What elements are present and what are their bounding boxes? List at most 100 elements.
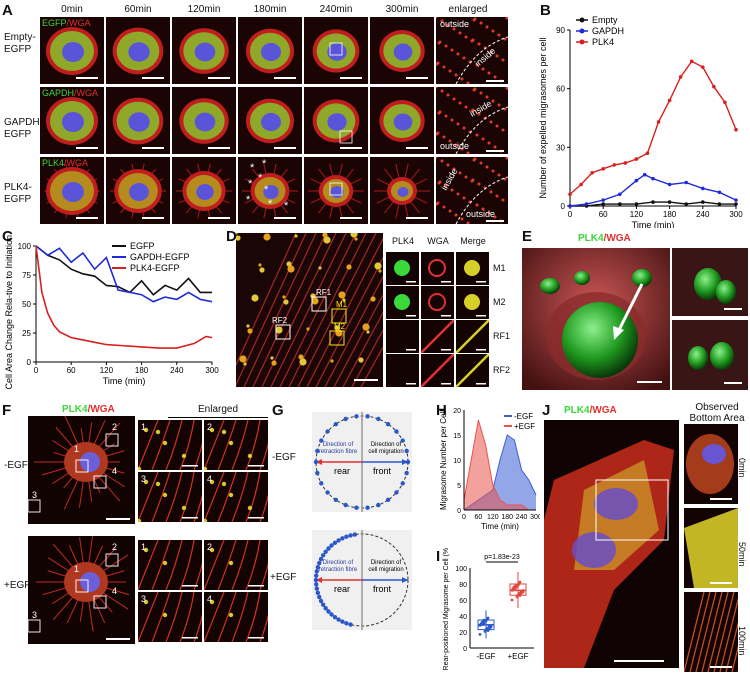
chart-h: 0 60 120 180 240 300 0 5 10 15 20 Time (min) Migraso… (439, 408, 540, 531)
roi-box (28, 619, 41, 633)
enlarged-tile-svg: 1 (138, 420, 202, 470)
fibre (456, 320, 489, 353)
row-label: RF2 (493, 365, 511, 375)
migrasome-dot (444, 44, 448, 48)
enlarged-image: outside inside (436, 17, 508, 84)
migrasome-point (365, 505, 370, 510)
migrasome-dot (270, 356, 274, 360)
migrasome-point (348, 622, 353, 627)
panel-label-c: C (2, 228, 13, 245)
migrasome-point (354, 505, 359, 510)
migrasome-dot (485, 165, 489, 169)
micrograph-frame (370, 17, 434, 84)
cell-image: 1 2 3 4 (28, 536, 135, 644)
migrasome-dot (487, 211, 491, 215)
panel-j-stain-label: PLK4/WGA (564, 405, 617, 416)
migrasome-dot (204, 518, 208, 522)
fibre (456, 354, 489, 387)
fibre (707, 592, 729, 672)
migrasome-dot (366, 330, 370, 334)
zoom-tile (386, 286, 419, 319)
migrasome-dot (452, 97, 456, 101)
scale-bar (406, 349, 416, 351)
chart-b: 0 60 120 180 240 300 0 30 60 90 Time (min) Number o… (538, 15, 743, 228)
timepoint-label: 240min (319, 4, 353, 15)
fibre (259, 494, 268, 522)
migrasome-dot (450, 118, 454, 122)
roi-box (28, 499, 41, 513)
migrasome-point (314, 569, 320, 574)
stain-wga: WGA (67, 158, 89, 168)
migrasome-dot (334, 325, 340, 331)
nucleus (702, 444, 726, 464)
left-direction-text: Direction of (323, 560, 354, 566)
y-tick-label: 90 (556, 26, 565, 35)
migrasome-point (376, 502, 381, 508)
zoom-tile (456, 354, 489, 387)
fibre (719, 597, 738, 672)
legend-label: GAPDH (592, 26, 624, 36)
micrograph-frame (172, 87, 236, 154)
legend-label: GAPDH-EGFP (130, 252, 190, 262)
data-point (645, 151, 650, 155)
data-point (678, 75, 683, 79)
boundary-line (455, 36, 508, 84)
asterisk-marker: * (284, 200, 289, 212)
migrasome-point (320, 602, 326, 607)
data-point (489, 625, 493, 629)
y-tick-label: 15 (453, 433, 461, 440)
migrasome-point (323, 605, 328, 611)
panel-label-h: H (436, 402, 447, 419)
migrasome-point (348, 533, 353, 538)
migrasome-point (385, 421, 391, 427)
migrasome-dot (243, 362, 247, 366)
migrasome-point (313, 459, 319, 465)
migrasome-dot (228, 560, 234, 566)
row-label-plk4: PLK4- EGFP (4, 182, 32, 205)
y-axis-label: Cell Area Change Rela-tive to Initiation… (4, 234, 14, 390)
retraction-fibre (297, 233, 377, 387)
micrograph-svg (112, 97, 164, 149)
migrasome-dot (143, 599, 149, 605)
data-point (601, 202, 605, 206)
migrasome-dot (330, 359, 334, 363)
migrasome-dot (143, 427, 149, 433)
y-tick-label: 75 (22, 271, 31, 280)
right-direction-text: Direction of (371, 560, 402, 566)
migrasome-dot (481, 207, 485, 211)
roi-number: 3 (32, 610, 37, 620)
migrasome-dot (247, 505, 253, 511)
migrasome-point (376, 416, 381, 422)
fibre (138, 472, 159, 522)
timepoint-label: 180min (253, 4, 287, 15)
legend-label: PLK4 (592, 37, 614, 47)
migrasome-dot (306, 327, 310, 331)
migrasome-dot (466, 151, 470, 154)
enlarged-image: inside outside (436, 87, 508, 154)
migrasome-dot (436, 132, 439, 136)
asterisk-marker: * (264, 184, 269, 196)
micrograph-frame (370, 87, 434, 154)
data-point (667, 200, 672, 204)
migrasome-dot (495, 124, 499, 128)
migrasome-dot (452, 167, 456, 171)
series-line-gapdh (569, 173, 737, 207)
asterisk-marker: * (248, 178, 253, 190)
time-frame-svg (684, 508, 738, 588)
scale-bar (142, 217, 164, 219)
roi-box (331, 308, 347, 324)
migrasome (394, 260, 410, 276)
roi-box (329, 182, 343, 196)
migrasome-dot (155, 429, 161, 435)
migrasome (464, 294, 480, 310)
render-3d-main (522, 248, 670, 390)
roi-box (75, 459, 89, 473)
migrasome-dot (501, 198, 505, 202)
migrasome-dot (442, 135, 446, 139)
data-point (712, 84, 716, 89)
series-line-plk4-egfp (35, 245, 213, 349)
migrasome-dot (466, 221, 470, 224)
migrasome-dot (271, 360, 277, 366)
timepoint-label: 60min (124, 4, 152, 15)
migrasome-point (323, 549, 328, 555)
